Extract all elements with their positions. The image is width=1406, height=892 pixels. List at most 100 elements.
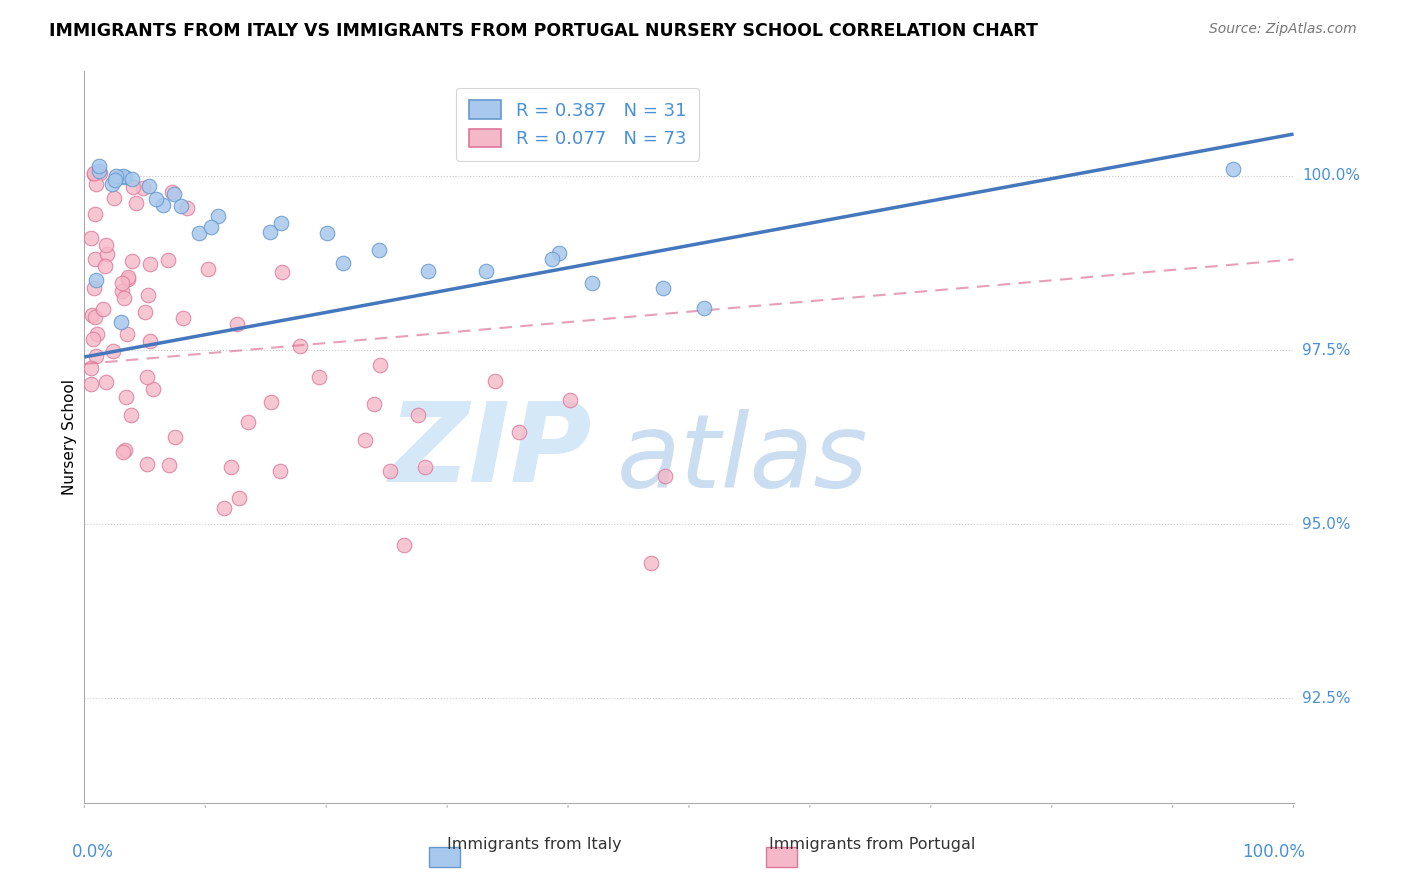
- Text: 0.0%: 0.0%: [72, 843, 114, 861]
- Point: [89, 166, 111, 180]
- Point: [87, 160, 110, 174]
- Point: [138, 257, 160, 271]
- Point: [270, 216, 292, 230]
- Point: [136, 287, 159, 301]
- Y-axis label: Nursery School: Nursery School: [62, 379, 77, 495]
- Point: [316, 227, 339, 241]
- Point: [259, 225, 281, 239]
- Point: [114, 443, 136, 458]
- Text: 100.0%: 100.0%: [1302, 169, 1360, 184]
- Point: [540, 252, 562, 266]
- Point: [238, 415, 260, 429]
- Point: [163, 186, 186, 201]
- Point: [413, 459, 436, 474]
- Point: [80, 231, 103, 245]
- Point: [84, 177, 107, 191]
- Point: [145, 192, 167, 206]
- Point: [94, 375, 117, 389]
- Point: [111, 169, 134, 183]
- Point: [103, 190, 125, 204]
- Point: [475, 263, 498, 277]
- Point: [111, 284, 134, 298]
- Text: 95.0%: 95.0%: [1302, 516, 1350, 532]
- Point: [83, 166, 105, 180]
- Point: [693, 301, 716, 315]
- Point: [117, 269, 139, 284]
- Point: [652, 281, 675, 295]
- Point: [80, 361, 103, 376]
- Text: 100.0%: 100.0%: [1243, 843, 1306, 861]
- Point: [548, 246, 571, 260]
- Point: [86, 327, 108, 342]
- Point: [82, 308, 104, 322]
- Text: IMMIGRANTS FROM ITALY VS IMMIGRANTS FROM PORTUGAL NURSERY SCHOOL CORRELATION CHA: IMMIGRANTS FROM ITALY VS IMMIGRANTS FROM…: [49, 22, 1038, 40]
- Point: [83, 167, 105, 181]
- Point: [160, 185, 183, 199]
- Point: [114, 169, 136, 184]
- Point: [170, 199, 193, 213]
- Text: 97.5%: 97.5%: [1302, 343, 1350, 358]
- Point: [111, 277, 134, 291]
- Point: [138, 334, 160, 348]
- Point: [94, 260, 117, 274]
- Point: [104, 169, 127, 184]
- Point: [288, 339, 311, 353]
- Point: [84, 207, 107, 221]
- Point: [508, 425, 530, 439]
- Point: [368, 244, 391, 258]
- Point: [117, 271, 139, 285]
- Point: [112, 292, 135, 306]
- Point: [581, 276, 603, 290]
- Point: [152, 197, 174, 211]
- Text: Immigrants from Italy: Immigrants from Italy: [447, 837, 621, 852]
- Point: [354, 434, 377, 448]
- Point: [157, 253, 180, 268]
- Point: [157, 458, 180, 473]
- Point: [96, 247, 118, 261]
- Point: [654, 469, 676, 483]
- Point: [121, 253, 143, 268]
- Point: [93, 301, 115, 316]
- Point: [108, 170, 131, 185]
- Text: Immigrants from Portugal: Immigrants from Portugal: [769, 837, 974, 852]
- Point: [187, 226, 209, 240]
- Text: Source: ZipAtlas.com: Source: ZipAtlas.com: [1209, 22, 1357, 37]
- Point: [114, 390, 136, 404]
- Point: [121, 180, 143, 194]
- Point: [84, 310, 107, 324]
- Point: [308, 369, 330, 384]
- Point: [89, 164, 111, 178]
- Point: [163, 430, 186, 444]
- Point: [368, 359, 391, 373]
- Point: [112, 445, 135, 459]
- Text: 92.5%: 92.5%: [1302, 690, 1350, 706]
- Point: [207, 209, 229, 223]
- Point: [212, 500, 235, 515]
- Point: [104, 172, 127, 186]
- Text: atlas: atlas: [616, 409, 868, 509]
- Point: [135, 370, 157, 384]
- Point: [94, 238, 117, 252]
- Point: [228, 491, 250, 505]
- Point: [332, 256, 354, 270]
- Point: [392, 538, 415, 552]
- Text: ZIP: ZIP: [388, 398, 592, 505]
- Point: [378, 464, 401, 478]
- Point: [135, 458, 157, 472]
- Point: [270, 265, 292, 279]
- Point: [197, 261, 219, 276]
- Point: [101, 343, 124, 358]
- Point: [115, 327, 138, 342]
- Point: [640, 556, 662, 570]
- Point: [226, 317, 249, 331]
- Point: [484, 375, 506, 389]
- Point: [125, 196, 148, 211]
- Point: [134, 305, 156, 319]
- Point: [200, 219, 222, 234]
- Point: [110, 315, 132, 329]
- Point: [84, 252, 107, 266]
- Point: [121, 172, 143, 186]
- Point: [260, 395, 283, 409]
- Point: [172, 311, 194, 326]
- Point: [269, 464, 291, 478]
